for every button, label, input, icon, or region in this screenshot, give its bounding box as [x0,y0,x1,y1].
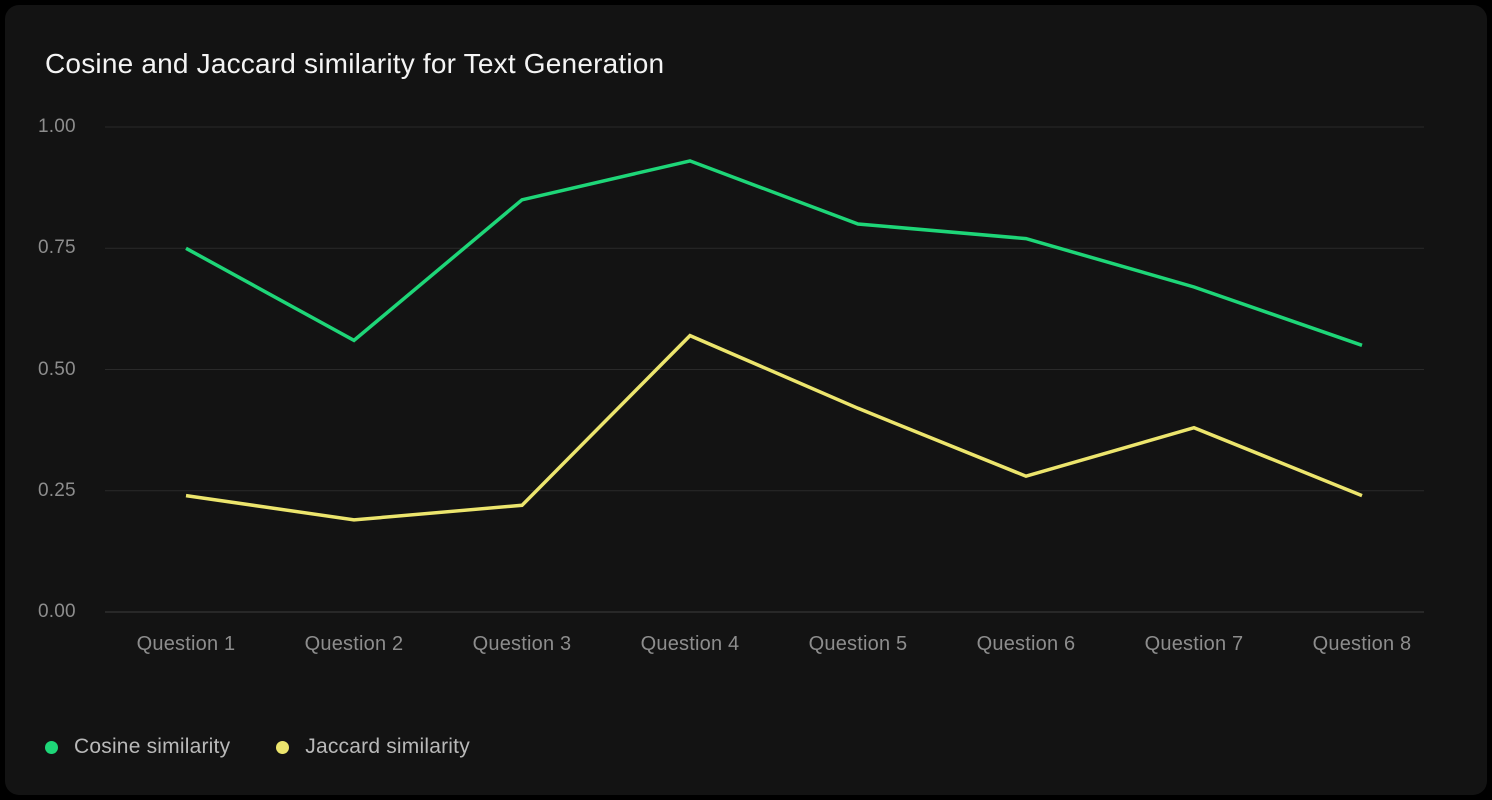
legend-item-jaccard[interactable]: Jaccard similarity [276,735,470,759]
y-tick-label: 0.50 [38,358,76,380]
jaccard-similarity-line[interactable] [185,333,1363,522]
cosine-similarity-line[interactable] [185,159,1363,347]
cosine-legend-dot-icon [45,740,58,754]
x-tick-label: Question 5 [808,633,908,655]
x-tick-label: Question 3 [472,633,572,655]
y-tick-label: 0.25 [38,479,76,501]
legend-label: Cosine similarity [74,735,231,758]
line-chart-canvas [105,126,1424,613]
y-tick-label: 0.00 [38,601,76,622]
legend-label: Jaccard similarity [305,735,470,758]
jaccard-legend-dot-icon [276,740,290,754]
x-tick-label: Question 2 [304,633,404,655]
y-tick-label: 1.00 [38,116,76,137]
legend: Cosine similarity Jaccard similarity [45,735,470,759]
chart-title: Cosine and Jaccard similarity for Text G… [45,48,665,79]
x-tick-label: Question 8 [1312,633,1412,655]
legend-item-cosine[interactable]: Cosine similarity [45,735,230,759]
y-tick-label: 0.75 [38,237,76,259]
chart-card: Cosine and Jaccard similarity for Text G… [5,5,1487,795]
plot-area: 1.00 0.75 0.50 0.25 0.00 Question 1 Question … [5,5,1487,795]
x-tick-label: Question 6 [976,633,1076,655]
x-tick-label: Question 1 [136,633,236,655]
x-tick-label: Question 4 [640,633,740,655]
x-tick-label: Question 7 [1144,633,1244,655]
